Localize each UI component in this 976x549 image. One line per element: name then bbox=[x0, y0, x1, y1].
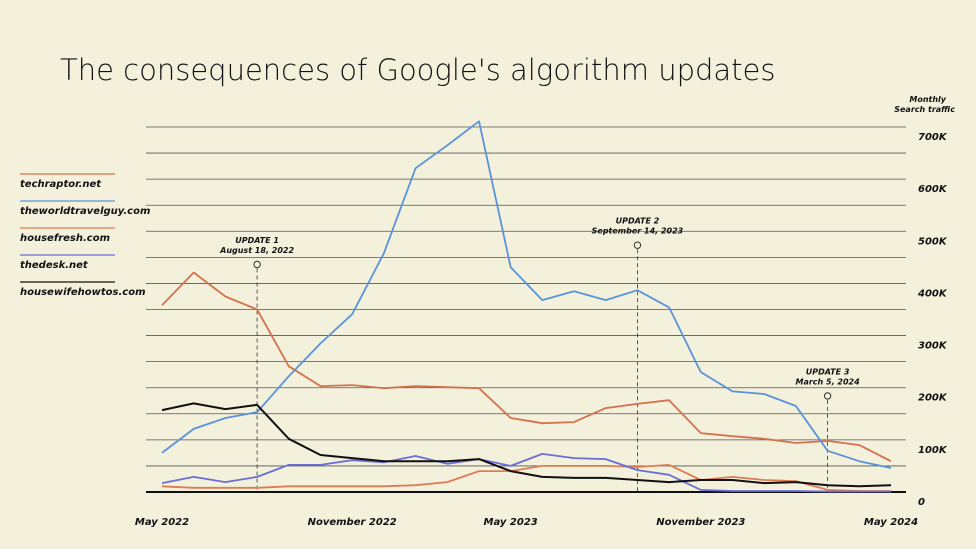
legend-label: theworldtravelguy.com bbox=[20, 206, 150, 217]
chart-title: The consequences of Google's algorithm u… bbox=[60, 53, 775, 87]
y-tick-label: 100K bbox=[918, 445, 948, 456]
x-tick-label: May 2023 bbox=[484, 517, 538, 528]
annotation-marker bbox=[823, 392, 832, 400]
y-tick-label: 0 bbox=[918, 497, 925, 508]
y-tick-label: 300K bbox=[918, 341, 948, 352]
y-tick-label: 700K bbox=[918, 132, 948, 143]
x-tick-label: May 2022 bbox=[135, 517, 189, 528]
y-tick-label: 200K bbox=[918, 393, 948, 404]
annotation-marker bbox=[253, 260, 261, 269]
x-tick-label: November 2023 bbox=[656, 517, 745, 528]
series-line bbox=[161, 271, 892, 463]
series-line bbox=[161, 120, 892, 469]
y-label: Monthly bbox=[909, 95, 946, 104]
legend-label: techraptor.net bbox=[20, 179, 102, 190]
annotation-date: August 18, 2022 bbox=[219, 246, 294, 255]
series-line bbox=[161, 402, 892, 488]
annotation-date: March 5, 2024 bbox=[796, 377, 861, 386]
annotation-label: UPDATE 3 bbox=[806, 367, 850, 376]
y-tick-label: 600K bbox=[918, 184, 948, 195]
y-tick-label: 400K bbox=[917, 288, 948, 299]
x-tick-label: May 2024 bbox=[864, 517, 918, 528]
y-tick-label: 500K bbox=[918, 236, 948, 247]
series-line bbox=[161, 464, 891, 492]
legend-label: housefresh.com bbox=[20, 233, 110, 244]
legend-label: housewifehowtos.com bbox=[20, 287, 146, 298]
annotation-marker bbox=[633, 241, 642, 249]
annotation-date: September 14, 2023 bbox=[592, 227, 684, 236]
legend-label: thedesk.net bbox=[20, 260, 89, 271]
y-label: Search traffic bbox=[894, 105, 955, 114]
x-tick-label: November 2022 bbox=[308, 517, 397, 528]
annotation-label: UPDATE 2 bbox=[616, 217, 660, 226]
series-line bbox=[161, 453, 891, 493]
annotation-label: UPDATE 1 bbox=[235, 236, 279, 245]
